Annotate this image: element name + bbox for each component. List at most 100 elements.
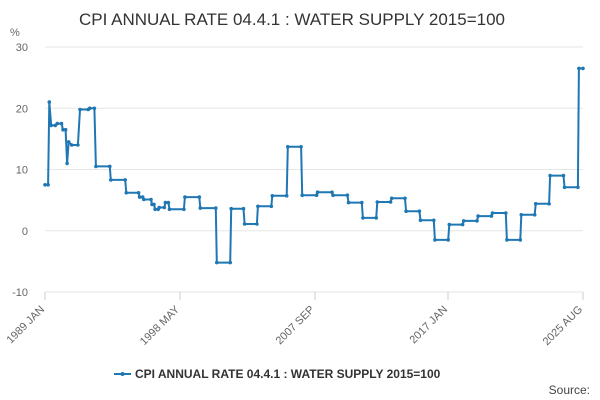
y-tick-label: -10 [12, 287, 28, 299]
data-point[interactable] [533, 202, 538, 206]
data-point[interactable] [242, 222, 247, 226]
x-tick-label: 1998 MAY [138, 303, 183, 348]
data-point[interactable] [197, 195, 202, 199]
data-point[interactable] [504, 211, 508, 215]
data-point[interactable] [162, 205, 167, 210]
data-point[interactable] [76, 143, 80, 147]
series-markers [43, 66, 585, 265]
data-point[interactable] [108, 164, 112, 169]
data-point[interactable] [149, 197, 153, 202]
data-point[interactable] [124, 191, 129, 195]
data-point[interactable] [78, 107, 82, 112]
data-point[interactable] [43, 183, 47, 187]
data-point[interactable] [389, 196, 394, 201]
data-point[interactable] [330, 190, 334, 194]
data-point[interactable] [109, 178, 113, 182]
data-point[interactable] [229, 206, 233, 211]
data-point[interactable] [55, 121, 60, 126]
data-point[interactable] [166, 200, 171, 205]
chart-title: CPI ANNUAL RATE 04.4.1 : WATER SUPPLY 20… [79, 10, 505, 29]
data-point[interactable] [69, 143, 74, 147]
data-point[interactable] [300, 193, 305, 197]
data-point[interactable] [59, 121, 64, 126]
data-point[interactable] [65, 161, 69, 166]
data-point[interactable] [269, 204, 274, 209]
data-point[interactable] [581, 66, 585, 71]
data-point[interactable] [432, 218, 436, 223]
data-point[interactable] [49, 123, 53, 128]
data-point[interactable] [375, 200, 380, 204]
data-point[interactable] [403, 196, 407, 201]
data-point[interactable] [547, 202, 551, 206]
data-point[interactable] [256, 204, 260, 209]
data-point[interactable] [198, 206, 203, 210]
data-point[interactable] [461, 219, 466, 223]
data-point[interactable] [63, 127, 68, 132]
data-point[interactable] [331, 193, 335, 197]
data-point[interactable] [475, 219, 479, 223]
data-point[interactable] [241, 206, 246, 211]
data-point[interactable] [576, 185, 580, 190]
data-point[interactable] [532, 213, 537, 217]
data-point[interactable] [286, 145, 290, 149]
data-point[interactable] [388, 200, 393, 204]
data-point[interactable] [418, 218, 423, 223]
data-point[interactable] [519, 213, 524, 217]
data-point[interactable] [47, 100, 52, 104]
data-point[interactable] [163, 200, 168, 205]
data-point[interactable] [476, 214, 480, 218]
data-point[interactable] [255, 222, 259, 226]
data-point[interactable] [314, 193, 319, 197]
data-point[interactable] [92, 106, 97, 111]
data-point[interactable] [417, 209, 422, 213]
series-line[interactable] [45, 67, 583, 264]
data-point[interactable] [433, 238, 437, 242]
data-point[interactable] [562, 185, 567, 190]
data-point[interactable] [360, 200, 364, 205]
data-point[interactable] [518, 238, 523, 242]
data-point[interactable] [215, 260, 219, 265]
data-point[interactable] [446, 238, 451, 242]
data-point[interactable] [228, 260, 232, 265]
data-point[interactable] [404, 209, 408, 213]
data-point[interactable] [374, 216, 379, 220]
data-point[interactable] [315, 190, 320, 194]
y-tick-label: 30 [16, 42, 28, 54]
data-point[interactable] [561, 173, 566, 178]
data-point[interactable] [490, 211, 495, 215]
data-point[interactable] [270, 194, 275, 198]
data-point[interactable] [505, 238, 509, 242]
data-point[interactable] [345, 193, 350, 197]
data-point[interactable] [214, 206, 218, 210]
data-point[interactable] [460, 222, 465, 227]
data-point[interactable] [447, 222, 452, 227]
data-point[interactable] [361, 216, 365, 220]
data-point[interactable] [142, 197, 146, 202]
data-point[interactable] [548, 173, 552, 178]
y-axis-unit: % [10, 27, 20, 39]
data-point[interactable] [123, 178, 127, 182]
data-point[interactable] [66, 140, 71, 144]
data-point[interactable] [157, 205, 161, 210]
x-tick-label: 1989 JAN [4, 304, 47, 347]
data-point[interactable] [299, 145, 303, 149]
data-point[interactable] [577, 66, 581, 71]
y-tick-label: 20 [16, 103, 28, 115]
data-point[interactable] [137, 195, 142, 199]
data-point[interactable] [183, 195, 187, 199]
data-point[interactable] [167, 207, 172, 212]
data-point[interactable] [152, 202, 156, 207]
data-point[interactable] [136, 191, 141, 195]
data-point[interactable] [489, 214, 494, 218]
data-point[interactable] [46, 183, 50, 187]
data-point[interactable] [94, 164, 98, 169]
data-point[interactable] [87, 106, 92, 111]
data-point[interactable] [284, 194, 289, 198]
data-point[interactable] [346, 200, 351, 205]
data-point[interactable] [153, 207, 157, 212]
legend[interactable]: CPI ANNUAL RATE 04.4.1 : WATER SUPPLY 20… [114, 367, 441, 381]
data-point[interactable] [61, 127, 65, 132]
legend-label: CPI ANNUAL RATE 04.4.1 : WATER SUPPLY 20… [135, 367, 441, 381]
data-point[interactable] [182, 207, 186, 212]
